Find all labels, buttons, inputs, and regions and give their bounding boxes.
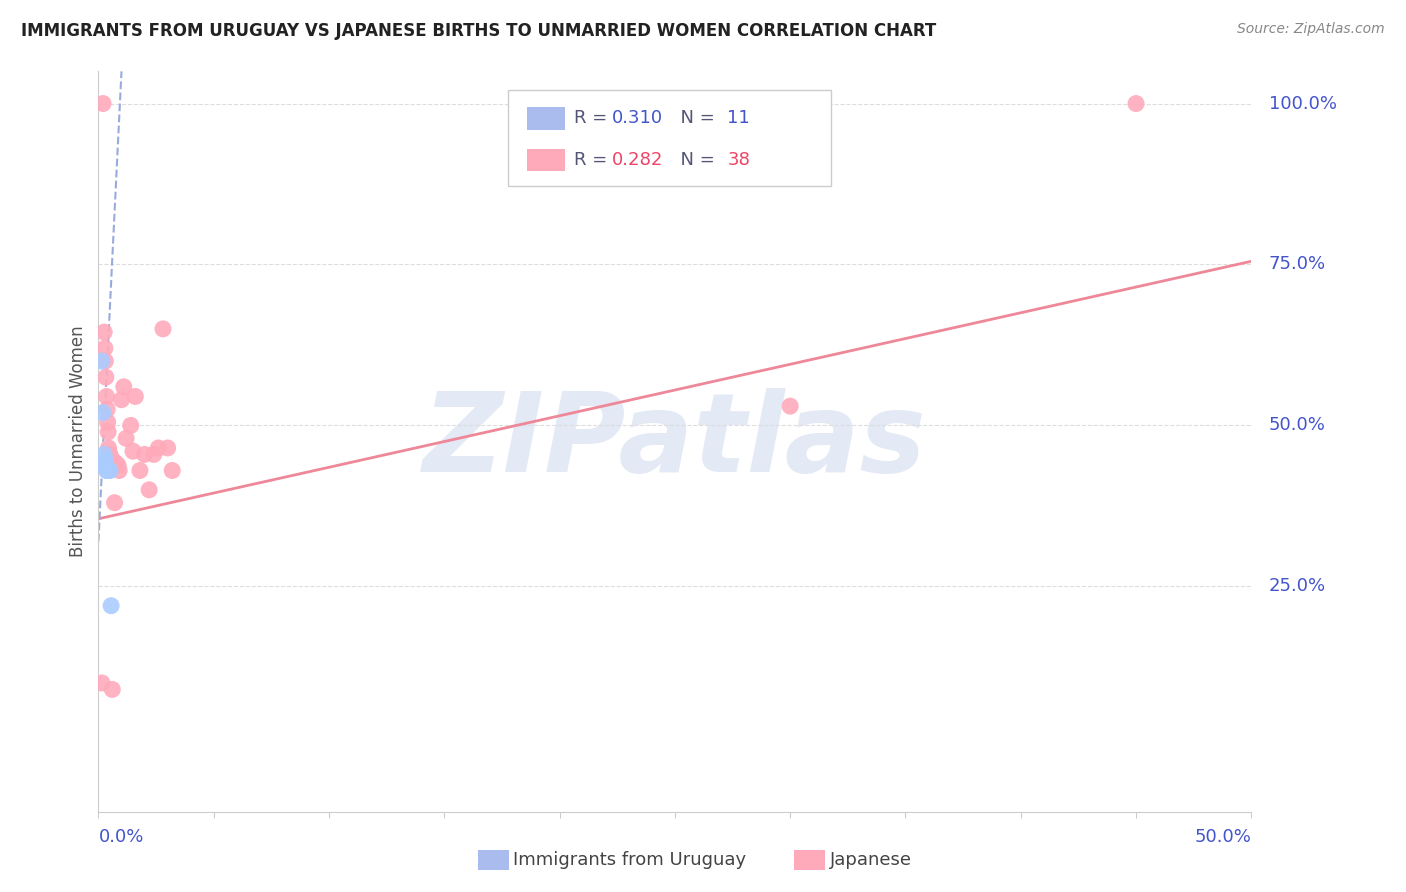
- Point: [96, 389, 118, 403]
- Point: [96, 402, 118, 417]
- Point: [134, 447, 156, 461]
- Point: [97, 463, 120, 477]
- Point: [101, 682, 124, 697]
- Point: [1125, 96, 1147, 111]
- Point: [96, 460, 118, 475]
- Point: [93, 325, 115, 339]
- Point: [91, 406, 114, 420]
- Text: IMMIGRANTS FROM URUGUAY VS JAPANESE BIRTHS TO UNMARRIED WOMEN CORRELATION CHART: IMMIGRANTS FROM URUGUAY VS JAPANESE BIRT…: [21, 22, 936, 40]
- Point: [129, 463, 152, 477]
- Point: [97, 415, 120, 429]
- Point: [120, 418, 142, 433]
- Point: [115, 431, 138, 445]
- Text: N =: N =: [668, 152, 720, 169]
- Point: [97, 463, 120, 477]
- Point: [100, 454, 122, 468]
- Text: 75.0%: 75.0%: [1268, 255, 1326, 274]
- Point: [103, 454, 125, 468]
- Text: Immigrants from Uruguay: Immigrants from Uruguay: [513, 851, 747, 869]
- Text: 50.0%: 50.0%: [1268, 417, 1326, 434]
- Text: 0.310: 0.310: [612, 110, 664, 128]
- FancyBboxPatch shape: [527, 149, 565, 171]
- Point: [105, 457, 128, 471]
- Point: [107, 458, 129, 473]
- Text: Source: ZipAtlas.com: Source: ZipAtlas.com: [1237, 22, 1385, 37]
- FancyBboxPatch shape: [527, 107, 565, 129]
- Point: [94, 354, 117, 368]
- Point: [779, 399, 801, 413]
- Point: [90, 354, 112, 368]
- Text: 25.0%: 25.0%: [1268, 577, 1326, 595]
- Text: 0.282: 0.282: [612, 152, 664, 169]
- Text: 0.0%: 0.0%: [98, 828, 143, 846]
- Point: [94, 341, 117, 355]
- Text: ZIPatlas: ZIPatlas: [423, 388, 927, 495]
- Y-axis label: Births to Unmarried Women: Births to Unmarried Women: [69, 326, 87, 558]
- Point: [152, 322, 174, 336]
- Point: [101, 454, 124, 468]
- Point: [93, 447, 115, 461]
- Point: [91, 96, 114, 111]
- Point: [124, 389, 146, 403]
- Point: [94, 454, 117, 468]
- Point: [97, 425, 120, 439]
- Point: [100, 599, 122, 613]
- Point: [96, 463, 118, 477]
- Text: 50.0%: 50.0%: [1195, 828, 1251, 846]
- Point: [103, 496, 125, 510]
- Point: [90, 676, 112, 690]
- Text: Japanese: Japanese: [830, 851, 911, 869]
- Point: [122, 444, 145, 458]
- Point: [98, 463, 121, 477]
- Point: [112, 380, 135, 394]
- Point: [108, 463, 131, 477]
- Point: [110, 392, 132, 407]
- Text: R =: R =: [574, 110, 613, 128]
- Text: 100.0%: 100.0%: [1268, 95, 1337, 112]
- Point: [94, 370, 117, 384]
- Point: [138, 483, 160, 497]
- Point: [142, 447, 165, 461]
- Text: 11: 11: [727, 110, 749, 128]
- Point: [156, 441, 179, 455]
- Point: [97, 463, 120, 477]
- Point: [148, 441, 170, 455]
- Point: [98, 447, 121, 461]
- Point: [98, 447, 121, 461]
- Text: 38: 38: [727, 152, 751, 169]
- Point: [97, 441, 120, 455]
- Text: N =: N =: [668, 110, 720, 128]
- Point: [160, 463, 183, 477]
- Text: R =: R =: [574, 152, 613, 169]
- Point: [103, 457, 125, 471]
- FancyBboxPatch shape: [508, 90, 831, 186]
